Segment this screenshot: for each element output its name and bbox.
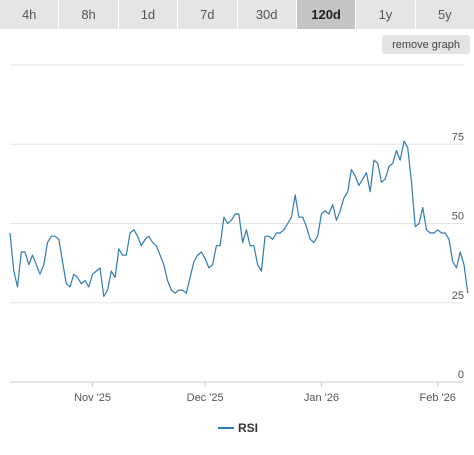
tab-1d[interactable]: 1d <box>118 0 179 29</box>
tab-7d[interactable]: 7d <box>178 0 238 29</box>
chart-legend[interactable]: RSI <box>218 421 258 435</box>
tab-120d[interactable]: 120d <box>296 0 357 29</box>
y-tick-label: 75 <box>452 131 464 143</box>
remove-graph-button[interactable]: remove graph <box>382 35 470 54</box>
x-tick-label: Feb '26 <box>420 392 456 404</box>
grid-lines <box>10 64 464 304</box>
tab-1y[interactable]: 1y <box>356 0 416 29</box>
series-layer <box>9 140 469 297</box>
legend-label-rsi: RSI <box>238 421 258 435</box>
y-tick-label: 50 <box>452 211 464 223</box>
x-axis-ticks: Nov '25 Dec '25 Jan '26 Feb '26 <box>74 382 456 404</box>
tab-4h[interactable]: 4h <box>0 0 60 29</box>
y-tick-label: 0 <box>458 369 464 381</box>
rsi-chart: 0 25 50 75 Nov '25 Dec '25 Jan '26 Feb '26 RSI <box>9 64 469 435</box>
x-tick-label: Nov '25 <box>74 392 111 404</box>
y-axis-ticks: 0 25 50 75 <box>452 131 464 381</box>
tab-30d[interactable]: 30d <box>237 0 297 29</box>
x-tick-label: Jan '26 <box>304 392 339 404</box>
timeframe-tabs: 4h 8h 1d 7d 30d 120d 1y 5y <box>0 0 474 30</box>
x-tick-label: Dec '25 <box>187 392 224 404</box>
tab-8h[interactable]: 8h <box>59 0 119 29</box>
series-line-rsi <box>9 140 469 297</box>
y-tick-label: 25 <box>452 290 464 302</box>
tab-5y[interactable]: 5y <box>415 0 474 29</box>
